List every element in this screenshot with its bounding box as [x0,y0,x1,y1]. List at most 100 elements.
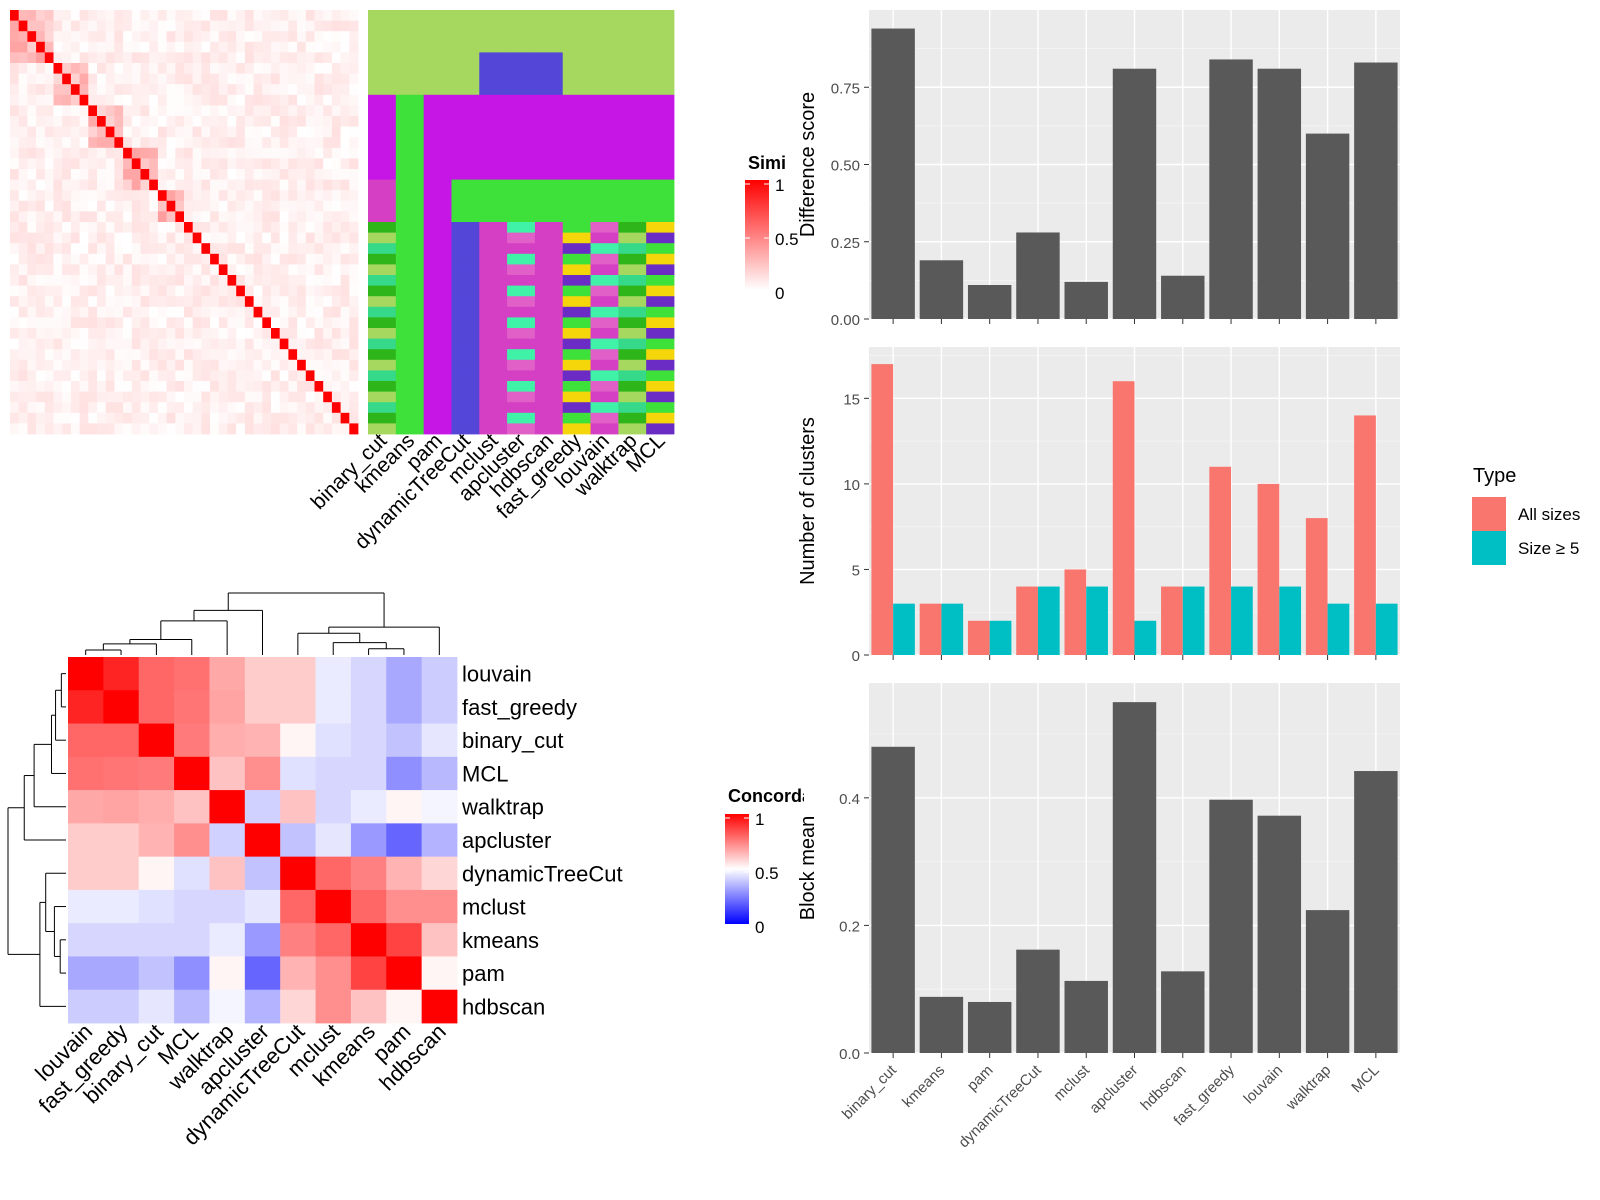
bar [1257,815,1302,1053]
similarity-cell [157,63,167,74]
similarity-cell [236,211,246,223]
concordance-cell [103,657,140,691]
similarity-cell [192,412,202,424]
cluster-cell [507,253,536,265]
similarity-cell [97,391,107,403]
cluster-cell [368,306,397,318]
similarity-cell [10,296,20,308]
bar [919,996,964,1053]
similarity-cell [18,296,28,308]
similarity-cell [123,222,133,233]
similarity-cell [305,31,315,43]
similarity-cell [131,243,141,255]
similarity-cell [44,200,54,212]
similarity-cell [105,423,115,435]
similarity-cell [70,126,80,138]
similarity-cell [140,20,150,32]
cluster-cell [590,253,619,265]
similarity-cell [349,105,359,117]
similarity-cell [123,232,133,244]
cluster-cell [590,84,619,96]
similarity-cell [323,41,333,53]
similarity-cell [114,264,124,276]
similarity-cell [236,317,246,329]
similarity-cell [114,200,124,212]
similarity-cell [218,10,228,21]
similarity-cell [27,328,37,339]
similarity-cell [70,423,80,435]
similarity-cell [157,412,167,424]
similarity-cell [227,423,237,435]
similarity-cell [27,359,37,371]
similarity-cell [236,275,246,286]
similarity-cell [314,179,324,191]
similarity-cell [323,232,333,244]
similarity-cell [288,169,298,180]
similarity-cell [340,10,350,21]
bar-size-ge5 [1231,586,1253,655]
similarity-cell [53,147,63,159]
similarity-cell [184,126,194,138]
similarity-cell [297,190,307,202]
cluster-cell [479,137,508,149]
similarity-cell [184,349,194,361]
similarity-cell [201,116,211,127]
similarity-cell [10,41,20,53]
similarity-cell [271,264,281,276]
similarity-cell [123,338,133,350]
similarity-cell [297,412,307,424]
similarity-cell [279,222,289,233]
similarity-cell [297,243,307,255]
similarity-cell [27,423,37,435]
cluster-cell [395,84,425,96]
cluster-cell [451,179,480,191]
similarity-cell [262,10,272,21]
similarity-cell [79,423,89,435]
similarity-cell [18,349,28,361]
cluster-cell [534,338,564,350]
cluster-cell [507,222,536,233]
concordance-cell [68,989,104,1024]
similarity-cell [175,317,185,329]
similarity-cell [123,423,133,435]
similarity-cell [323,126,333,138]
similarity-cell [149,412,159,424]
similarity-cell [175,179,185,191]
similarity-cell [314,84,324,96]
cluster-cell [562,179,591,191]
similarity-cell [123,253,133,265]
similarity-cell [105,222,115,233]
cluster-cell [507,306,536,318]
similarity-cell [70,338,80,350]
cluster-cell [395,306,425,318]
similarity-cell [218,41,228,53]
similarity-cell [297,52,307,64]
similarity-cell [340,190,350,202]
similarity-cell [105,31,115,43]
bar [967,285,1012,319]
similarity-cell [88,126,98,138]
similarity-cell [210,116,220,127]
similarity-cell [340,116,350,127]
similarity-cell [36,381,46,392]
similarity-cell [166,190,176,202]
cluster-cell [368,126,397,138]
cluster-cell [507,137,536,149]
similarity-cell [340,94,350,106]
similarity-cell [79,328,89,339]
cluster-cell [618,137,647,149]
similarity-cell [271,211,281,223]
similarity-cell [131,94,141,106]
similarity-cell [53,328,63,339]
similarity-cell [314,243,324,255]
similarity-cell [10,370,20,382]
concordance-cell [421,723,458,758]
concordance-cell [386,956,423,991]
similarity-cell [323,137,333,149]
cluster-cell [534,423,564,435]
similarity-cell [62,31,72,43]
similarity-cell [175,359,185,371]
similarity-cell [279,10,289,21]
legend-label-size-ge5: Size ≥ 5 [1518,539,1579,558]
cluster-cell [368,370,397,382]
